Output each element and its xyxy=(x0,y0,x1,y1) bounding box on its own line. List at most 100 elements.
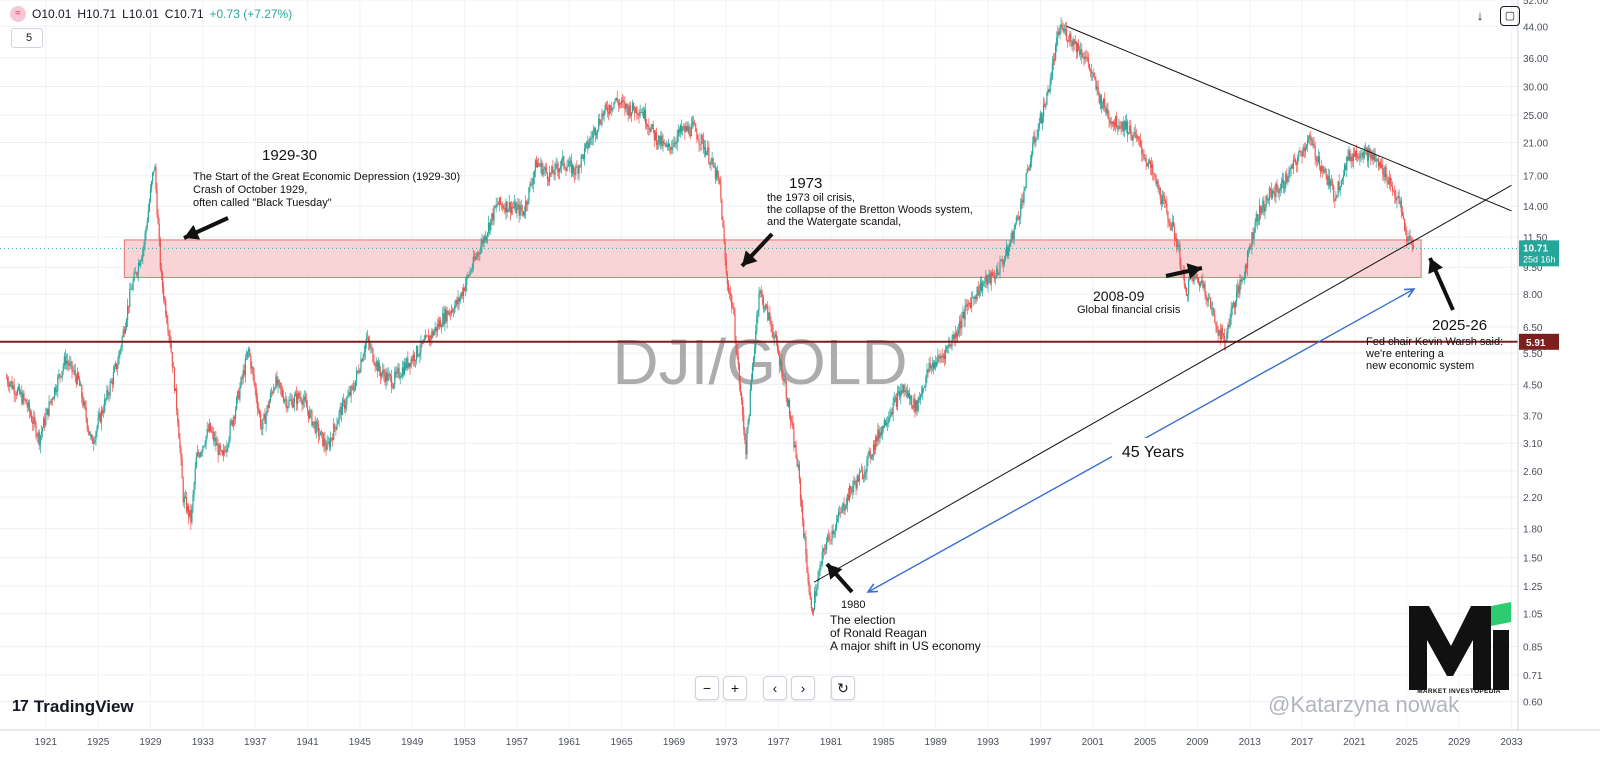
tradingview-brand[interactable]: 17 TradingView xyxy=(12,697,134,717)
down-candle xyxy=(306,400,309,416)
down-candle xyxy=(314,416,316,435)
up-candle xyxy=(1289,167,1291,178)
high-value: 10.71 xyxy=(86,7,117,21)
candle-body xyxy=(403,362,406,375)
down-candle xyxy=(965,299,967,311)
candle-body xyxy=(696,131,698,139)
candle-body xyxy=(1254,221,1256,233)
candle-body xyxy=(1345,164,1347,171)
zoom-out-button[interactable]: − xyxy=(695,676,719,700)
up-candle xyxy=(1241,276,1243,285)
up-candle xyxy=(985,269,987,288)
candle-body xyxy=(520,205,522,211)
down-candle xyxy=(918,391,920,403)
time-axis[interactable]: 1921 1925 1929 1933 1937 1941 1945 1949 1953 1957… xyxy=(0,729,1600,748)
candle-body xyxy=(718,176,720,179)
candle-body xyxy=(191,506,193,523)
symbol-equals-icon[interactable]: ≈ xyxy=(10,6,26,22)
candle-body xyxy=(614,100,616,103)
resistance-zone-rect[interactable] xyxy=(123,239,1422,278)
down-candle xyxy=(577,164,579,180)
down-trendline[interactable] xyxy=(1066,25,1512,212)
candle-body xyxy=(1340,180,1342,187)
candle-body xyxy=(1376,159,1378,161)
candle-body xyxy=(302,400,304,405)
up-candle xyxy=(130,282,132,291)
up-candle xyxy=(531,178,533,189)
up-candle xyxy=(690,116,692,137)
resistance-zone[interactable] xyxy=(123,239,1422,278)
up-candle xyxy=(1284,181,1286,195)
down-candle xyxy=(1157,178,1159,193)
candle-body xyxy=(666,144,668,148)
up-candle xyxy=(820,560,822,571)
down-candle xyxy=(1277,185,1279,198)
up-candle xyxy=(1308,135,1310,144)
candle-body xyxy=(1334,198,1336,201)
scroll-back-button[interactable]: ‹ xyxy=(763,676,787,700)
down-candle xyxy=(792,415,794,430)
down-candle xyxy=(207,424,209,433)
up-candle xyxy=(303,390,305,408)
down-candle xyxy=(642,106,645,119)
down-candle xyxy=(1120,120,1122,135)
candle-body xyxy=(853,480,855,487)
up-candle xyxy=(1290,163,1292,176)
candle-body xyxy=(1091,70,1093,74)
x-tick-label: 2029 xyxy=(1448,737,1471,748)
down-candle xyxy=(695,122,697,133)
candle-body xyxy=(172,366,174,368)
down-candle xyxy=(829,532,831,546)
candle-body xyxy=(448,312,450,315)
annotation-1980-line: A major shift in US economy xyxy=(830,639,981,653)
up-candle xyxy=(265,411,267,432)
reset-chart-button[interactable]: ↻ xyxy=(831,676,855,700)
candle-body xyxy=(222,450,225,456)
up-candle xyxy=(1257,214,1260,226)
zoom-in-button[interactable]: + xyxy=(723,676,747,700)
candle-body xyxy=(386,372,388,381)
up-candle xyxy=(119,349,121,359)
candle-body xyxy=(843,503,845,511)
up-candle xyxy=(1132,134,1134,147)
down-candle xyxy=(1195,273,1197,280)
candle-body xyxy=(35,423,37,437)
up-candle xyxy=(462,283,465,303)
candle-body xyxy=(328,441,330,448)
down-candle xyxy=(489,221,491,236)
candle-body xyxy=(909,395,912,400)
candle-body xyxy=(719,178,721,184)
candle-body xyxy=(87,428,89,432)
up-candle xyxy=(65,353,68,370)
down-candle xyxy=(522,211,525,217)
candle-body xyxy=(5,377,8,379)
candle-body xyxy=(504,207,506,213)
up-candle xyxy=(112,365,115,388)
interval-selector[interactable]: 5 xyxy=(11,28,43,48)
up-candle xyxy=(364,341,366,360)
candle-body xyxy=(1012,231,1014,239)
candle-body xyxy=(1314,145,1316,158)
trend-lines[interactable] xyxy=(0,25,1518,583)
candle-body xyxy=(382,369,384,374)
square-icon[interactable]: ▢ xyxy=(1500,6,1520,26)
annotation-1980-line: of Ronald Reagan xyxy=(830,626,927,640)
down-candle xyxy=(927,368,929,378)
candle-body xyxy=(782,377,784,381)
price-axis[interactable]: 52.0044.0036.0030.0025.0021.0017.0014.00… xyxy=(1517,0,1559,730)
up-candle xyxy=(794,441,796,448)
candle-body xyxy=(509,202,511,213)
candle-body xyxy=(793,428,795,448)
up-candle xyxy=(1399,197,1401,208)
up-candle xyxy=(288,396,290,409)
candle-body xyxy=(770,320,772,325)
arrow-down-icon[interactable]: ↓ xyxy=(1476,8,1484,23)
candle-body xyxy=(144,233,146,245)
up-trendline[interactable] xyxy=(813,184,1512,583)
candle-body xyxy=(1326,175,1328,185)
scroll-forward-button[interactable]: › xyxy=(791,676,815,700)
candle-body xyxy=(1221,328,1224,334)
candle-body xyxy=(774,334,776,337)
